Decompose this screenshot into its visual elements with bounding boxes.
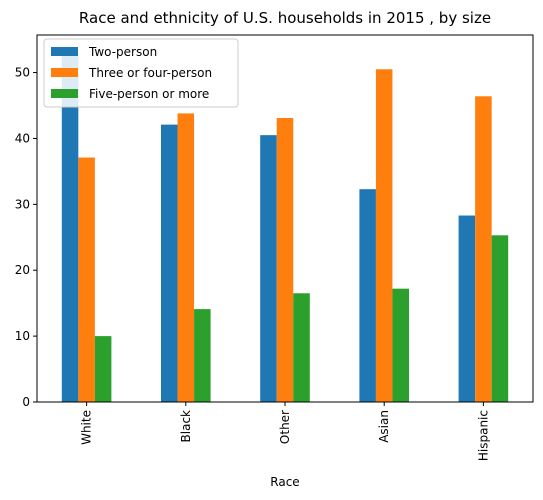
y-tick-label: 10	[15, 329, 30, 343]
y-axis: 0 10 20 30 40 50	[15, 66, 37, 409]
bar-white-series-2	[78, 157, 95, 402]
x-tick-label-asian: Asian	[377, 410, 391, 443]
y-tick-label: 20	[15, 263, 30, 277]
x-tick-label-white: White	[80, 410, 94, 445]
bar-other-series-1	[260, 135, 277, 402]
y-tick-label: 0	[22, 395, 30, 409]
chart-title: Race and ethnicity of U.S. households in…	[79, 9, 491, 27]
bar-other-series-2	[276, 118, 294, 403]
legend: Two-person Three or four-person Five-perso…	[43, 38, 239, 108]
legend-box	[43, 38, 239, 108]
bars-group	[61, 52, 509, 403]
plot-frame	[36, 34, 534, 403]
bar-hispanic-series-1	[458, 215, 476, 402]
bar-white-series-3	[94, 336, 112, 402]
legend-label: Three or four-person	[88, 66, 212, 80]
bar-black-series-2	[177, 113, 195, 402]
legend-swatch	[51, 89, 78, 98]
bar-asian-series-2	[375, 69, 393, 402]
legend-swatch	[51, 68, 78, 77]
legend-label: Two-person	[88, 45, 157, 59]
bar-black-series-3	[194, 309, 211, 402]
y-tick-label: 40	[15, 131, 30, 145]
y-tick-label: 50	[15, 66, 30, 80]
x-tick-label-black: Black	[179, 410, 193, 443]
bar-hispanic-series-2	[475, 96, 492, 402]
bar-asian-series-1	[359, 189, 376, 402]
legend-swatch	[51, 47, 78, 56]
y-tick-label: 30	[15, 197, 30, 211]
x-axis-label: Race	[270, 475, 299, 489]
bar-white-series-1	[61, 52, 79, 402]
x-tick-label-other: Other	[278, 410, 292, 444]
legend-label: Five-person or more	[89, 87, 209, 101]
x-axis: White Black Other Asian Hispanic	[80, 402, 490, 461]
bar-hispanic-series-3	[491, 235, 509, 402]
bar-other-series-3	[293, 293, 310, 402]
bar-black-series-1	[161, 124, 178, 403]
x-tick-label-hispanic: Hispanic	[476, 410, 490, 461]
bar-asian-series-3	[392, 288, 409, 402]
